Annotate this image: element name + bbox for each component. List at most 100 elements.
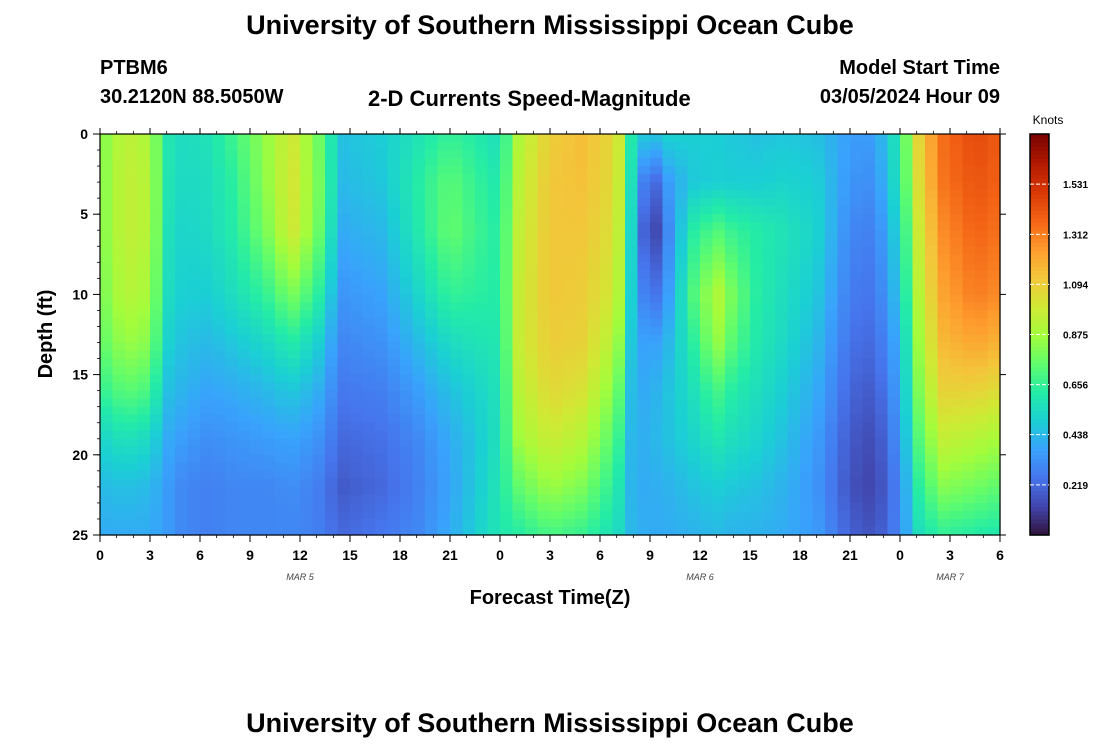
heatmap-cell [475, 446, 489, 456]
heatmap-cell [600, 358, 614, 368]
heatmap-cell [475, 382, 489, 392]
heatmap-cell [212, 518, 226, 528]
heatmap-cell [987, 502, 1001, 512]
heatmap-cell [150, 294, 164, 304]
heatmap-cell [225, 278, 239, 287]
heatmap-cell [725, 390, 739, 400]
heatmap-cell [125, 150, 139, 159]
heatmap-cell [975, 270, 989, 279]
heatmap-cell [250, 166, 264, 175]
heatmap-cell [975, 262, 989, 271]
heatmap-cell [625, 190, 639, 199]
x-tick-label: 21 [442, 547, 458, 563]
heatmap-cell [275, 246, 289, 255]
heatmap-cell [912, 318, 926, 328]
heatmap-cell [450, 342, 464, 352]
heatmap-cell [525, 206, 539, 215]
heatmap-cell [262, 254, 276, 263]
heatmap-cell [412, 382, 426, 392]
heatmap-cell [662, 238, 676, 247]
heatmap-cell [287, 318, 301, 328]
heatmap-cell [987, 190, 1001, 199]
heatmap-cell [937, 462, 951, 472]
heatmap-cell [900, 238, 914, 247]
heatmap-cell [537, 318, 551, 328]
heatmap-cell [612, 214, 626, 223]
heatmap-cell [550, 270, 564, 279]
heatmap-cell [275, 358, 289, 368]
heatmap-cell [350, 462, 364, 472]
date-label: MAR 5 [286, 572, 315, 582]
heatmap-cell [725, 158, 739, 167]
heatmap-cell [100, 510, 114, 520]
heatmap-cell [175, 190, 189, 199]
heatmap-cell [837, 438, 851, 448]
heatmap-cell [200, 278, 214, 287]
heatmap-cell [825, 182, 839, 191]
heatmap-cell [737, 486, 751, 496]
heatmap-cell [800, 206, 814, 215]
heatmap-cell [962, 286, 976, 295]
heatmap-cell [737, 470, 751, 480]
heatmap-cell [200, 430, 214, 440]
heatmap-cell [500, 414, 514, 424]
heatmap-cell [525, 518, 539, 528]
heatmap-cell [200, 462, 214, 472]
heatmap-cell [250, 374, 264, 384]
heatmap-cell [575, 270, 589, 279]
heatmap-cell [137, 198, 151, 207]
heatmap-cell [487, 422, 501, 432]
heatmap-cell [650, 262, 664, 271]
heatmap-cell [887, 214, 901, 223]
heatmap-cell [675, 406, 689, 416]
x-tick-label: 18 [792, 547, 808, 563]
colorbar-cell [1030, 410, 1049, 416]
heatmap-cell [962, 214, 976, 223]
heatmap-cell [587, 302, 601, 312]
heatmap-cell [825, 134, 839, 143]
heatmap-cell [525, 446, 539, 456]
heatmap-cell [737, 190, 751, 199]
heatmap-cell [262, 342, 276, 352]
heatmap-cell [975, 150, 989, 159]
heatmap-cell [250, 286, 264, 295]
heatmap-cell [562, 374, 576, 384]
heatmap-cell [850, 302, 864, 312]
colorbar-cell [1030, 266, 1049, 271]
heatmap-cell [687, 430, 701, 440]
heatmap-cell [162, 358, 176, 368]
heatmap-cell [275, 446, 289, 456]
heatmap-cell [500, 438, 514, 448]
heatmap-cell [437, 462, 451, 472]
heatmap-cell [187, 382, 201, 392]
heatmap-cell [337, 342, 351, 352]
heatmap-cell [125, 334, 139, 344]
heatmap-cell [875, 294, 889, 304]
heatmap-cell [287, 438, 301, 448]
heatmap-cell [850, 342, 864, 352]
heatmap-cell [462, 358, 476, 368]
heatmap-cell [687, 246, 701, 255]
heatmap-cell [237, 390, 251, 400]
heatmap-cell [550, 502, 564, 512]
heatmap-cell [975, 286, 989, 295]
heatmap-cell [562, 486, 576, 496]
heatmap-cell [250, 446, 264, 456]
heatmap-cell [800, 366, 814, 376]
heatmap-cell [712, 390, 726, 400]
heatmap-cell [125, 390, 139, 400]
heatmap-cell [912, 334, 926, 344]
heatmap-cell [750, 486, 764, 496]
heatmap-cell [212, 150, 226, 159]
heatmap-cell [400, 470, 414, 480]
heatmap-cell [837, 318, 851, 328]
colorbar-tick-label: 1.312 [1063, 230, 1088, 241]
heatmap-cell [250, 246, 264, 255]
heatmap-cell [425, 206, 439, 215]
heatmap-cell [662, 182, 676, 191]
heatmap-cell [662, 302, 676, 312]
heatmap-cell [937, 374, 951, 384]
heatmap-cell [425, 342, 439, 352]
heatmap-cell [925, 270, 939, 279]
heatmap-cell [775, 158, 789, 167]
